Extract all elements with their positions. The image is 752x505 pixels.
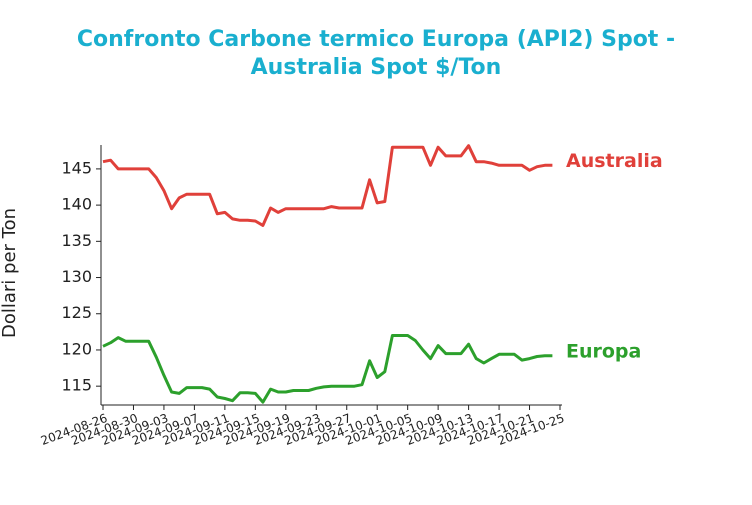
- series-line: [102, 144, 553, 227]
- series-label: Europa: [566, 340, 641, 362]
- series-line: [102, 334, 553, 404]
- y-axis-label: Dollari per Ton: [0, 208, 20, 338]
- y-tick-label: 145: [61, 158, 92, 177]
- chart-title: Confronto Carbone termico Europa (API2) …: [77, 27, 675, 80]
- y-tick-label: 115: [61, 376, 92, 395]
- y-tick-label: 125: [61, 303, 92, 322]
- series-label: Australia: [566, 150, 663, 172]
- y-tick-label: 120: [61, 339, 92, 358]
- y-tick-label: 140: [61, 195, 92, 214]
- y-tick-label: 130: [61, 267, 92, 286]
- y-tick-label: 135: [61, 231, 92, 250]
